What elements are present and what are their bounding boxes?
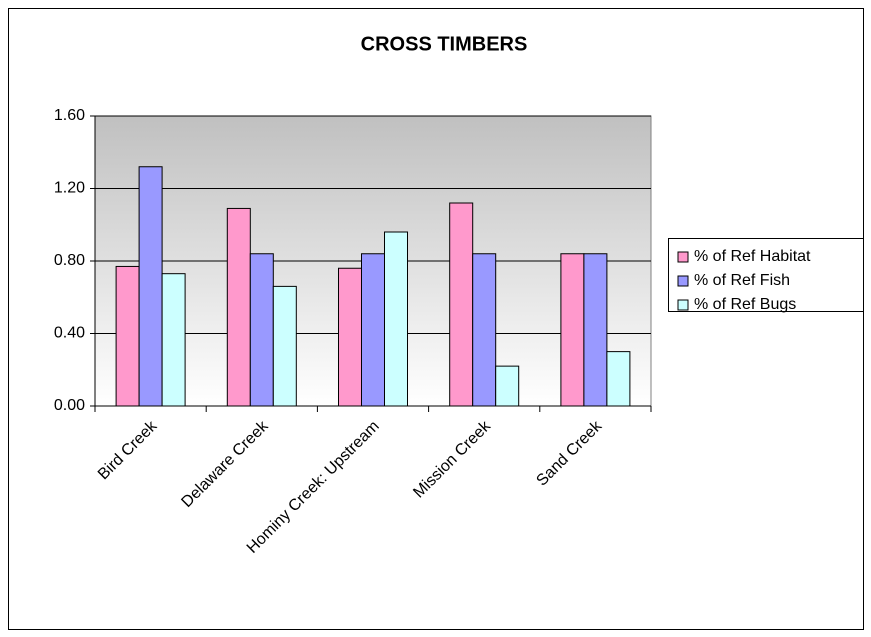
bar (161, 273, 186, 407)
bar (583, 253, 608, 407)
bar (115, 265, 140, 407)
bar (606, 351, 631, 407)
legend-label: % of Ref Habitat (694, 248, 811, 265)
bar (249, 253, 274, 407)
y-tick-label: 0.40 (54, 325, 85, 342)
bar (449, 202, 474, 407)
legend-label: % of Ref Bugs (694, 296, 796, 313)
legend-swatch (677, 299, 689, 311)
legend (668, 238, 864, 312)
bar (226, 207, 251, 407)
bar (472, 253, 497, 407)
y-tick-label: 0.80 (54, 252, 85, 269)
legend-swatch (677, 251, 689, 263)
bar (338, 267, 362, 407)
y-tick-label: 1.20 (54, 180, 85, 197)
legend-swatch (677, 275, 689, 287)
y-tick-label: 0.00 (54, 397, 85, 414)
bar (495, 365, 520, 407)
y-tick-label: 1.60 (54, 107, 85, 124)
bar (138, 166, 163, 407)
chart-title: CROSS TIMBERS (361, 33, 528, 55)
bar (560, 253, 585, 407)
bar (361, 253, 385, 407)
bar (384, 231, 408, 407)
bar (272, 285, 297, 407)
legend-label: % of Ref Fish (694, 272, 790, 289)
